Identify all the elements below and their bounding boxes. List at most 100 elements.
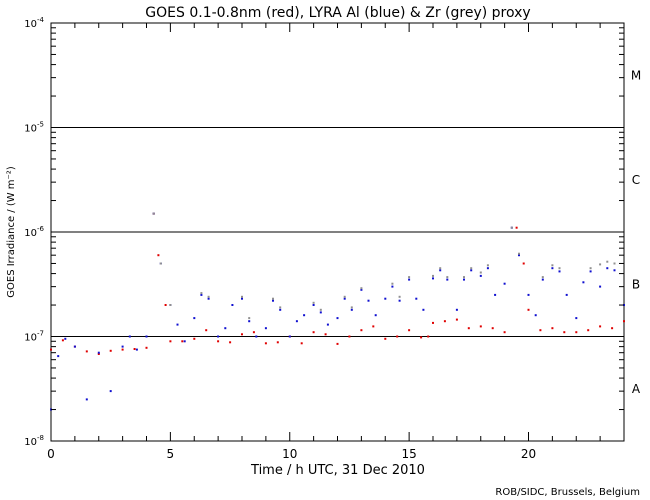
data-point: [384, 297, 387, 300]
data-point: [319, 308, 322, 311]
x-axis-label: Time / h UTC, 31 Dec 2010: [250, 463, 425, 478]
data-point: [64, 337, 67, 340]
data-point: [589, 267, 592, 270]
data-point: [217, 340, 220, 343]
data-point: [599, 263, 602, 266]
data-point: [527, 293, 530, 296]
data-point: [279, 306, 282, 309]
data-point: [479, 274, 482, 277]
data-point: [272, 299, 274, 302]
data-point: [241, 297, 243, 300]
data-point: [303, 314, 306, 317]
data-point: [279, 308, 282, 311]
data-point: [599, 325, 602, 328]
data-point: [510, 226, 513, 229]
data-point: [145, 346, 148, 349]
data-point: [241, 295, 243, 298]
data-point: [408, 278, 411, 281]
data-point: [551, 267, 554, 270]
data-point: [57, 355, 60, 358]
data-point: [551, 264, 554, 267]
data-point: [558, 267, 561, 270]
data-point: [360, 329, 363, 332]
data-point: [231, 304, 234, 306]
data-point: [61, 339, 64, 342]
data-series: [50, 212, 625, 411]
data-point: [551, 327, 554, 330]
data-point: [200, 292, 203, 295]
data-point: [470, 267, 473, 270]
data-point: [164, 304, 167, 306]
data-point: [200, 293, 203, 296]
data-point: [157, 254, 160, 257]
data-point: [439, 269, 442, 272]
data-point: [558, 270, 561, 273]
data-point: [121, 348, 124, 351]
data-point: [288, 335, 291, 338]
x-tick-label: 0: [47, 447, 55, 461]
data-point: [207, 295, 210, 298]
data-point: [408, 276, 411, 279]
data-point: [319, 311, 322, 314]
data-point: [565, 293, 568, 296]
data-point: [312, 331, 315, 334]
threshold-lines: [51, 127, 624, 337]
data-point: [415, 297, 418, 300]
data-point: [422, 308, 425, 311]
y-tick-label: 10-4: [24, 16, 44, 30]
data-point: [420, 336, 423, 339]
data-point: [486, 264, 489, 267]
data-point: [229, 341, 232, 344]
data-point: [85, 398, 88, 401]
data-point: [587, 329, 590, 332]
data-point: [255, 335, 258, 338]
x-tick-label: 5: [167, 447, 175, 461]
data-point: [611, 327, 614, 330]
data-point: [343, 295, 346, 298]
flare-class-label: C: [632, 173, 640, 187]
data-point: [486, 267, 489, 270]
data-point: [121, 345, 124, 348]
data-point: [455, 308, 458, 311]
data-point: [391, 282, 394, 285]
x-axis: 0 5 10 15 20: [47, 23, 625, 461]
flare-class-label: A: [632, 382, 641, 396]
data-point: [374, 314, 377, 317]
data-point: [183, 340, 186, 343]
data-point: [396, 335, 399, 338]
data-point: [463, 278, 465, 281]
data-point: [109, 390, 112, 393]
data-point: [248, 320, 251, 323]
data-point: [527, 308, 530, 311]
data-point: [463, 276, 465, 279]
credit-text: ROB/SIDC, Brussels, Belgium: [495, 487, 640, 498]
data-point: [589, 270, 592, 273]
data-point: [350, 306, 353, 309]
data-point: [312, 301, 315, 304]
y-tick-label: 10-6: [24, 225, 44, 239]
data-point: [427, 335, 430, 338]
data-point: [494, 293, 497, 296]
y-tick-label: 10-7: [24, 330, 44, 344]
y-axis-label: GOES Irradiance / (W m⁻²): [6, 166, 17, 298]
data-point: [398, 295, 401, 298]
data-point: [295, 320, 298, 323]
data-point: [467, 327, 470, 330]
series-points: [152, 212, 616, 320]
data-point: [133, 348, 136, 350]
series-points: [50, 212, 625, 411]
chart-title: GOES 0.1-0.8nm (red), LYRA Al (blue) & Z…: [145, 5, 530, 21]
y-tick-label: 10-8: [24, 434, 44, 448]
data-point: [563, 331, 566, 334]
data-point: [367, 299, 370, 302]
data-point: [135, 348, 138, 351]
data-point: [97, 353, 100, 355]
flare-class-labels: A B C M: [631, 68, 641, 396]
data-point: [391, 285, 394, 288]
data-point: [479, 325, 482, 328]
data-point: [432, 274, 434, 277]
data-point: [623, 320, 625, 323]
data-point: [432, 277, 434, 280]
data-point: [241, 333, 243, 336]
